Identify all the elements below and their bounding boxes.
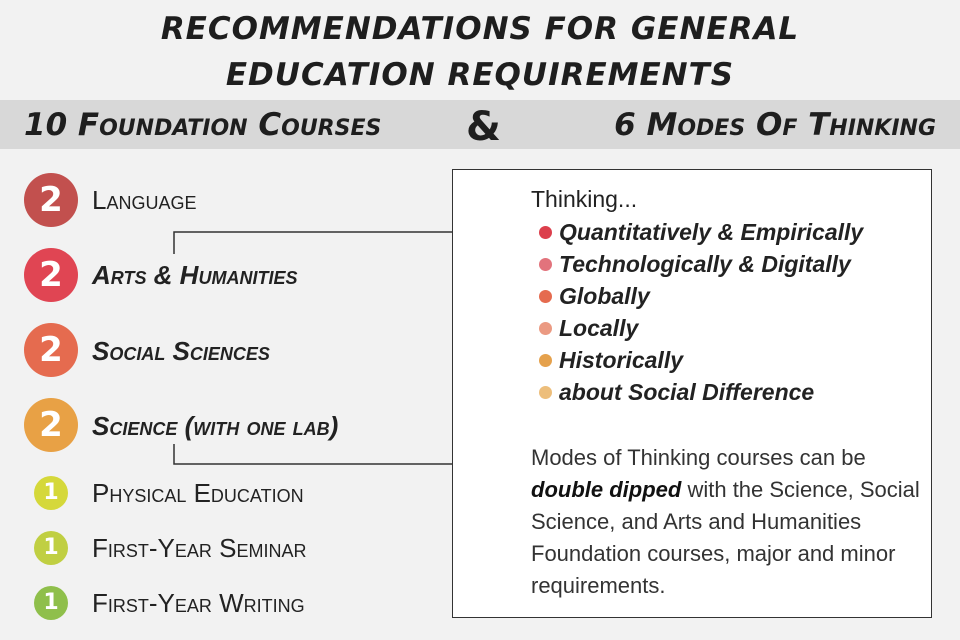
course-science: Science (with one lab) [92,411,339,441]
bullet-dot-icon [539,322,552,335]
mode-item: Historically [539,345,683,375]
bullet-dot-icon [539,290,552,303]
page-title: Recommendations for General Education Re… [0,6,960,98]
course-social-sciences: Social Sciences [92,336,270,366]
mode-item: Globally [539,281,650,311]
bullet-dot-icon [539,354,552,367]
bullet-dot-icon [539,386,552,399]
bullet-dot-icon [539,226,552,239]
title-line-2: Education Requirements [225,57,735,93]
bullet-dot-icon [539,258,552,271]
modes-box: Thinking... Quantitatively & Empirically… [452,169,932,618]
mode-item: about Social Difference [539,377,815,407]
note-emphasis: double dipped [531,477,682,502]
connector-bottom [173,444,453,465]
course-arts-humanities: Arts & Humanities [92,260,298,290]
count-badge: 2 [24,248,78,302]
count-badge: 2 [24,398,78,452]
course-language: Language [92,185,197,215]
foundation-heading: 10 Foundation Courses [24,107,382,143]
ampersand: & [466,104,501,150]
course-first-year-writing: First-Year Writing [92,588,305,618]
mode-label: Quantitatively & Empirically [559,219,864,245]
count-badge: 1 [34,531,68,565]
mode-label: Technologically & Digitally [559,251,851,277]
note-text-1: Modes of Thinking courses can be [531,445,866,470]
modes-heading: 6 Modes Of Thinking [614,107,936,143]
course-first-year-seminar: First-Year Seminar [92,533,307,563]
mode-label: Historically [559,347,683,373]
mode-label: about Social Difference [559,379,815,405]
count-badge: 2 [24,323,78,377]
title-line-1: Recommendations for General [160,11,800,47]
connector-top [173,231,453,254]
course-physical-education: Physical Education [92,478,304,508]
mode-item: Locally [539,313,639,343]
mode-item: Technologically & Digitally [539,249,851,279]
mode-label: Globally [559,283,650,309]
count-badge: 1 [34,476,68,510]
count-badge: 1 [34,586,68,620]
double-dip-note: Modes of Thinking courses can be double … [531,442,921,602]
note-text-2: with the Science, Social Science, and Ar… [531,477,920,598]
mode-item: Quantitatively & Empirically [539,217,864,247]
mode-label: Locally [559,315,639,341]
modes-box-heading: Thinking... [531,186,638,212]
count-badge: 2 [24,173,78,227]
header-band [0,100,960,149]
